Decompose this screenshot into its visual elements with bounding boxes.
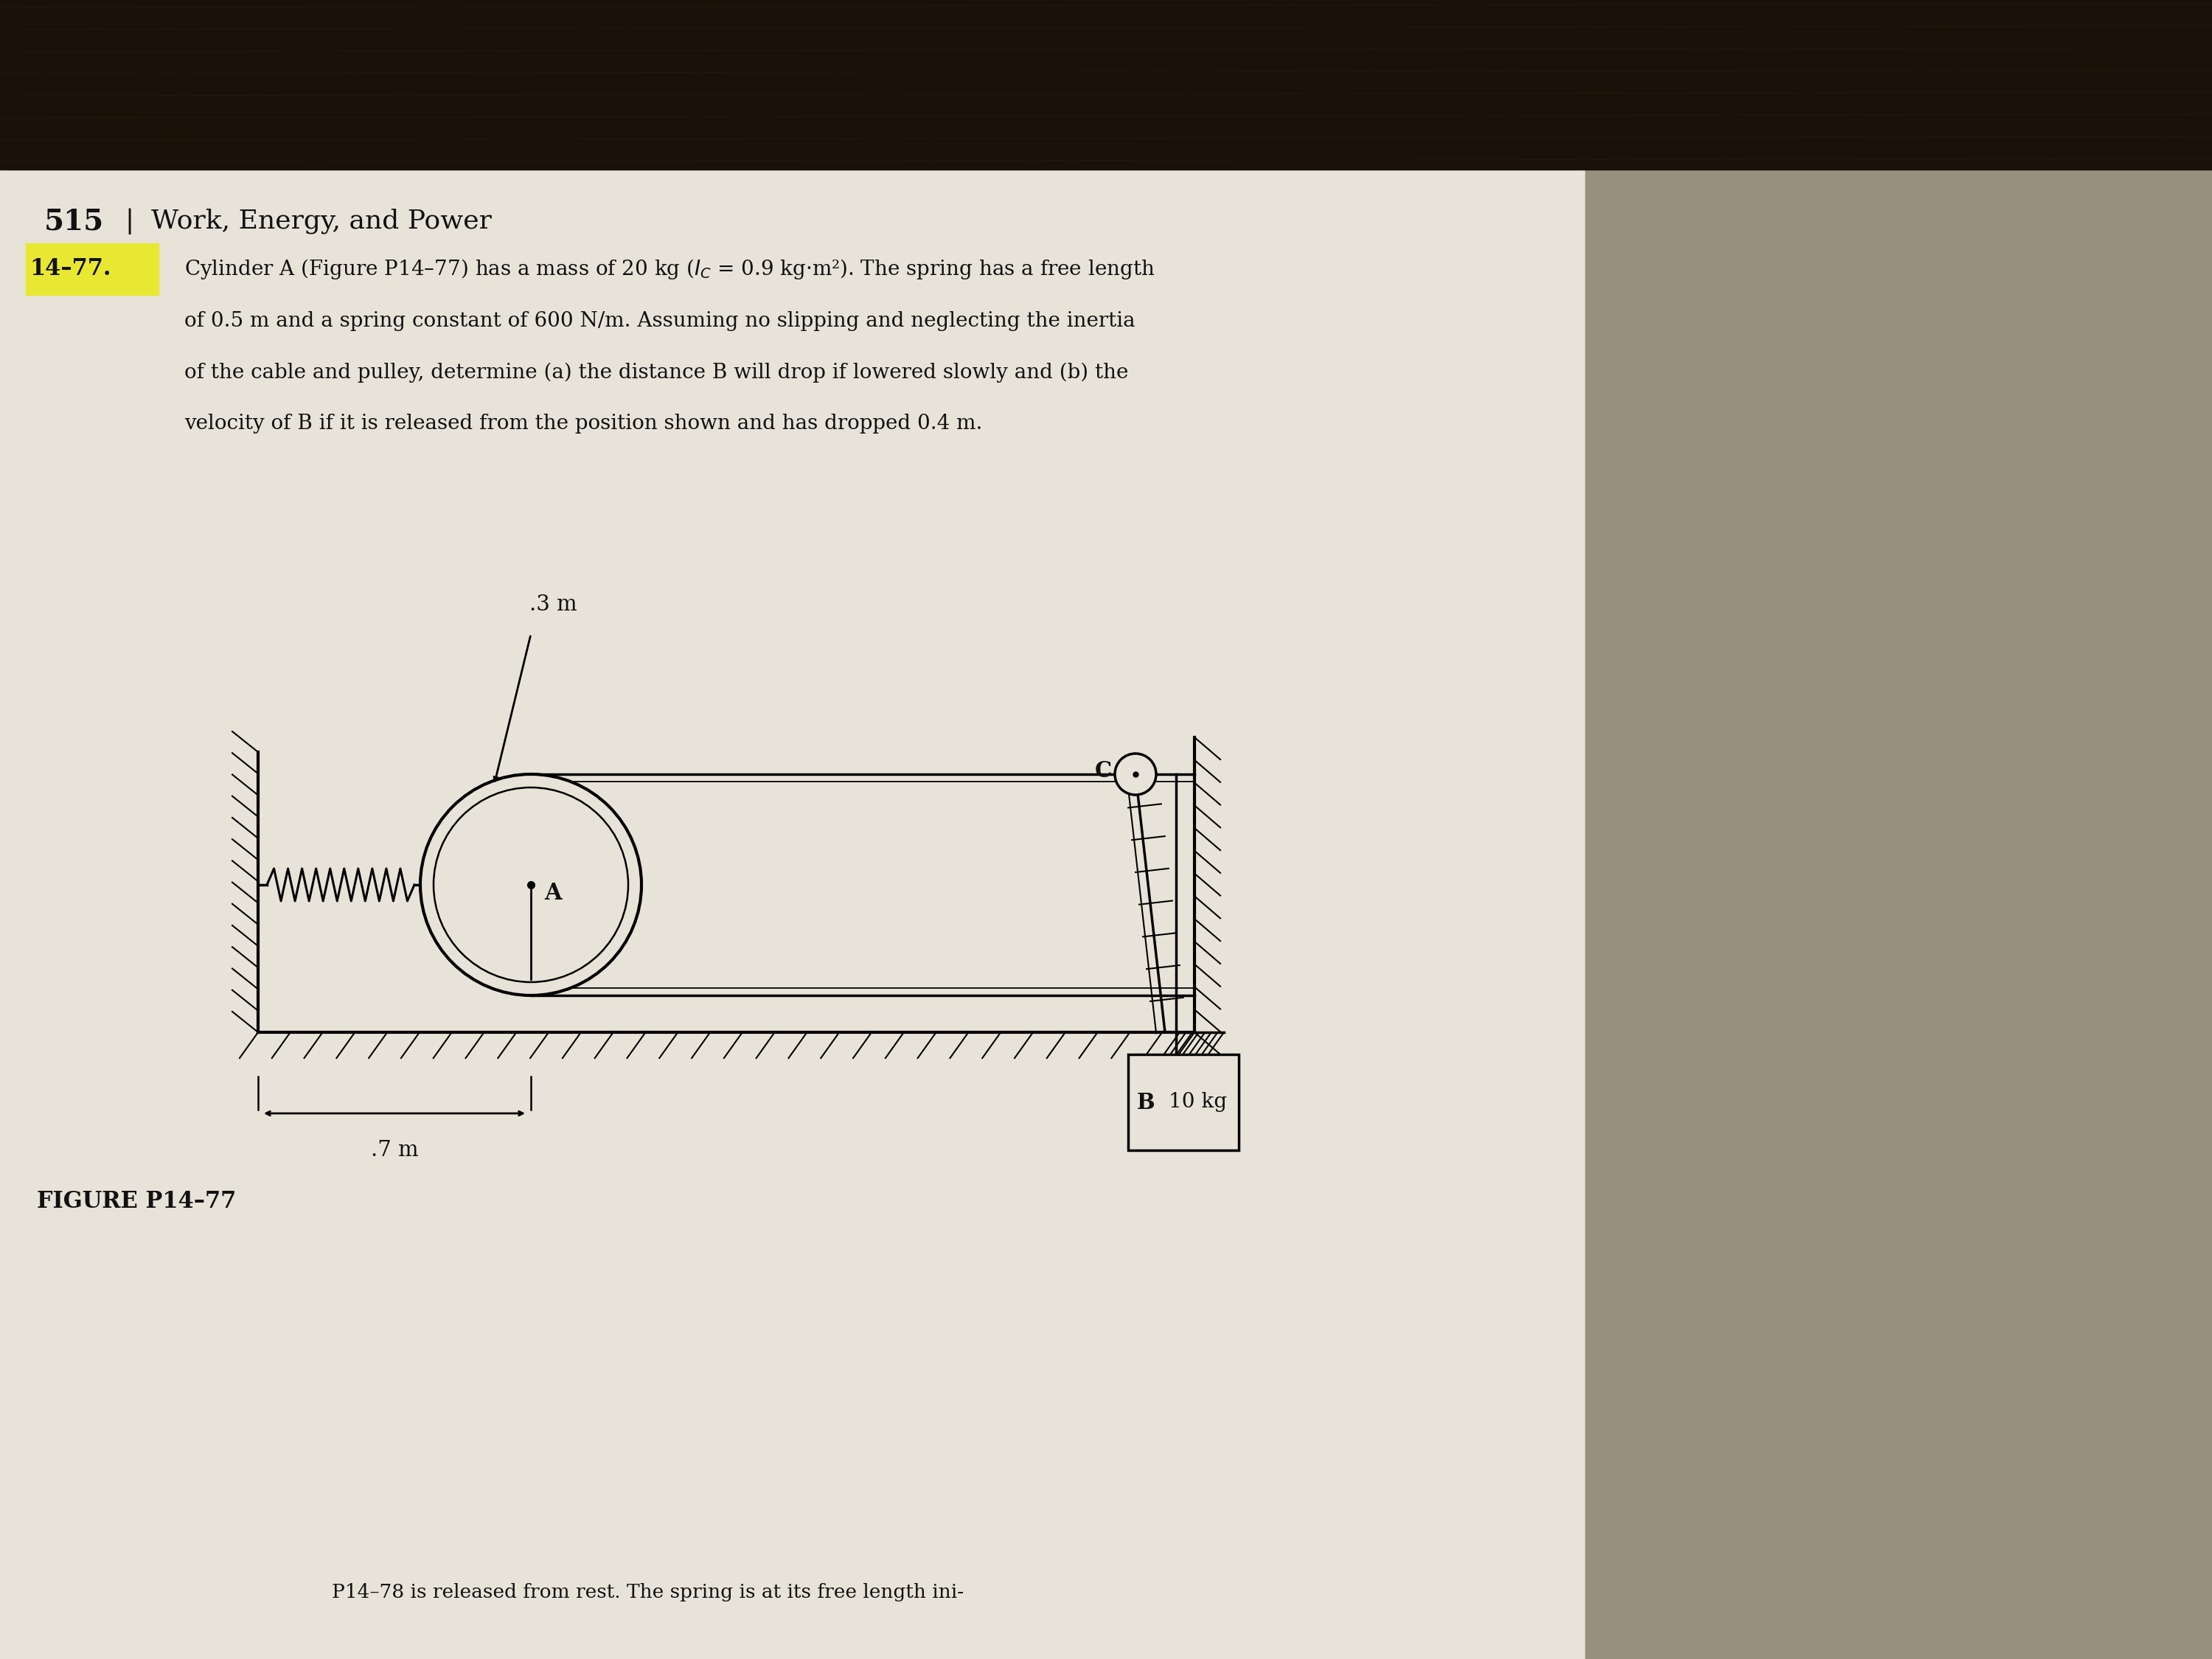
Bar xyxy=(0,163,1586,1659)
Text: 14–77.: 14–77. xyxy=(29,257,111,280)
Text: of 0.5 m and a spring constant of 600 N/m. Assuming no slipping and neglecting t: of 0.5 m and a spring constant of 600 N/… xyxy=(184,310,1135,330)
Text: 10 kg: 10 kg xyxy=(1168,1092,1228,1112)
Bar xyxy=(1128,1055,1239,1150)
Bar xyxy=(27,244,159,295)
Text: velocity of B if it is released from the position shown and has dropped 0.4 m.: velocity of B if it is released from the… xyxy=(184,415,982,435)
Text: A: A xyxy=(544,883,562,906)
Bar xyxy=(0,0,2212,169)
Text: .3 m: .3 m xyxy=(529,594,577,615)
Circle shape xyxy=(420,775,641,995)
Text: .7 m: .7 m xyxy=(372,1140,418,1161)
Circle shape xyxy=(1115,753,1157,795)
Text: Cylinder A (Figure P14–77) has a mass of 20 kg ($I_C$ = 0.9 kg·m²). The spring h: Cylinder A (Figure P14–77) has a mass of… xyxy=(184,257,1155,280)
Text: |  Work, Energy, and Power: | Work, Energy, and Power xyxy=(126,207,491,234)
Text: 515: 515 xyxy=(44,207,104,236)
Text: B: B xyxy=(1137,1092,1155,1113)
Text: of the cable and pulley, determine (a) the distance B will drop if lowered slowl: of the cable and pulley, determine (a) t… xyxy=(184,362,1128,383)
Text: C: C xyxy=(1095,760,1113,781)
Text: P14–78 is released from rest. The spring is at its free length ini-: P14–78 is released from rest. The spring… xyxy=(332,1583,964,1603)
Bar xyxy=(1586,163,2212,1659)
Text: FIGURE P14–77: FIGURE P14–77 xyxy=(38,1191,237,1213)
